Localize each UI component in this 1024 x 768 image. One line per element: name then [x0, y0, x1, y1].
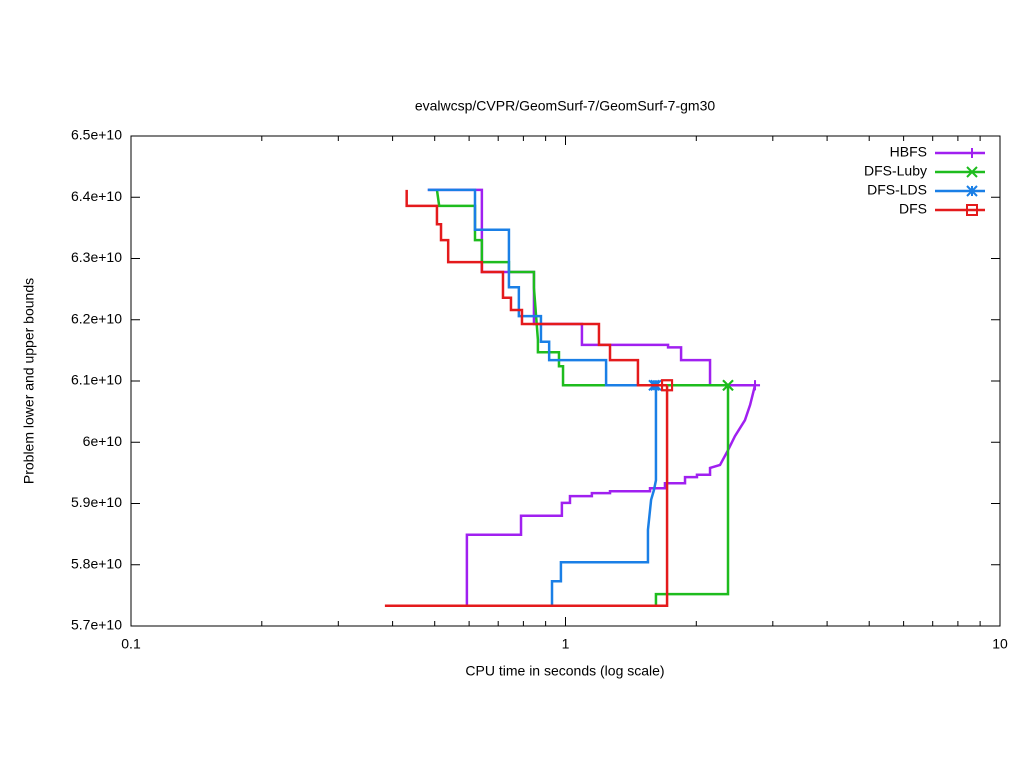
y-tick-label: 5.7e+10: [71, 617, 122, 633]
marker: [661, 379, 674, 392]
y-tick-label: 6.4e+10: [71, 188, 122, 204]
y-tick-label: 6.3e+10: [71, 249, 122, 265]
marker: [750, 380, 761, 391]
series-line: [427, 188, 654, 387]
series-line: [465, 384, 757, 606]
marker: [966, 185, 978, 197]
legend-label: HBFS: [890, 144, 927, 160]
marker: [722, 379, 734, 391]
series-line: [654, 385, 730, 606]
y-tick-label: 5.8e+10: [71, 555, 122, 571]
series-line: [405, 189, 668, 387]
x-tick-label: 0.1: [121, 636, 141, 652]
series-line: [384, 385, 669, 608]
y-tick-label: 6.5e+10: [71, 127, 122, 143]
x-axis-label: CPU time in seconds (log scale): [465, 663, 664, 679]
y-tick-label: 6.2e+10: [71, 310, 122, 326]
marker: [966, 204, 978, 216]
y-tick-label: 6e+10: [83, 433, 123, 449]
marker: [967, 148, 977, 158]
marker: [966, 166, 978, 178]
y-axis-label: Problem lower and upper bounds: [21, 278, 37, 484]
y-tick-label: 5.9e+10: [71, 494, 122, 510]
chart-title: evalwcsp/CVPR/GeomSurf-7/GeomSurf-7-gm30: [415, 98, 716, 114]
y-tick-label: 6.1e+10: [71, 372, 122, 388]
x-tick-label: 1: [562, 636, 570, 652]
legend-label: DFS-Luby: [864, 163, 927, 179]
legend-label: DFS-LDS: [867, 182, 927, 198]
legend-label: DFS: [899, 201, 927, 217]
series-line: [550, 385, 658, 606]
x-tick-label: 10: [992, 636, 1008, 652]
